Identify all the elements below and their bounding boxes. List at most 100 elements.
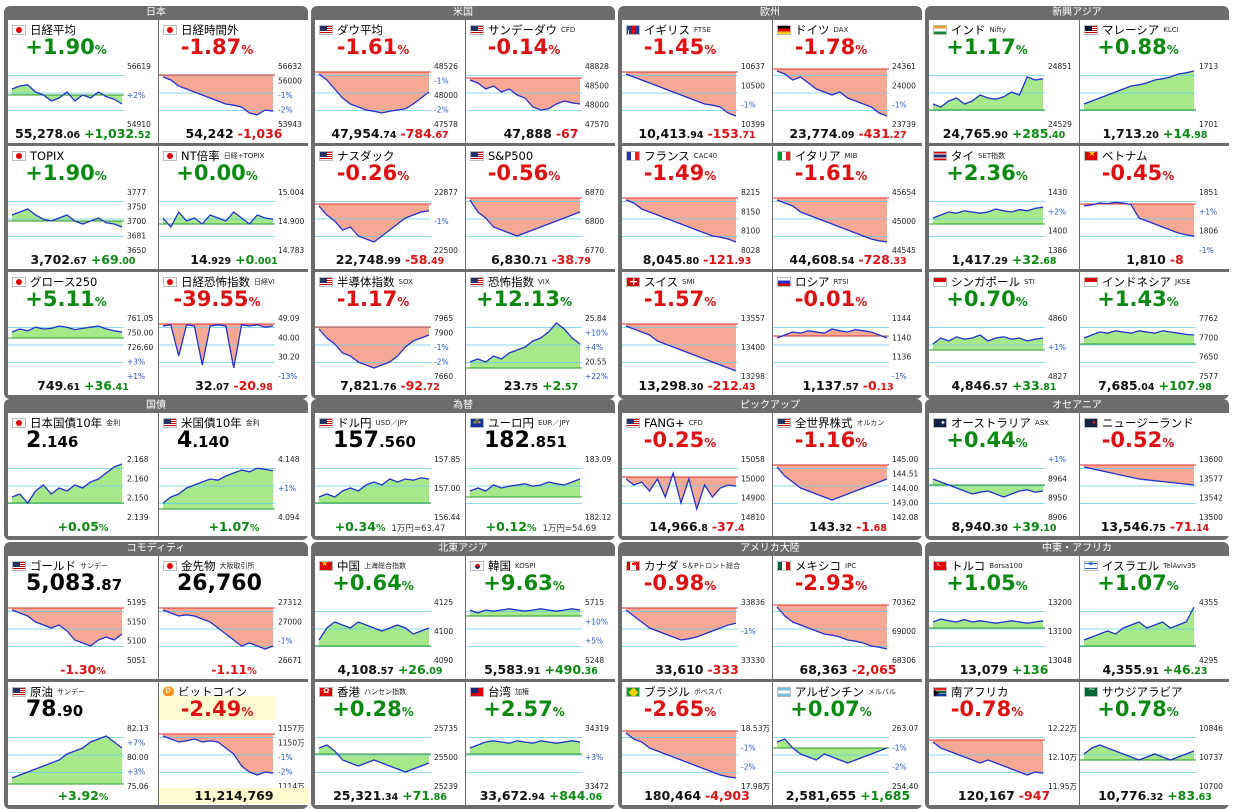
- current-price: 25,321.34: [333, 788, 398, 803]
- card-title: NT倍率 日経÷TOPIX: [163, 148, 264, 163]
- price-integer: 7,685: [1098, 378, 1138, 393]
- market-card[interactable]: イタリア MIB -1.61% 45654 45000 44545 44,608.54 -72…: [773, 146, 923, 269]
- price-integer: 22,748: [335, 252, 384, 267]
- market-card[interactable]: 米国債10年 金利 4.140 4.148 +1% 4.094 +1.07%: [159, 413, 309, 536]
- percent-value: -0.26: [336, 161, 398, 185]
- market-card[interactable]: トルコBorsa100+1.05%13200131001304813,079+1…: [929, 556, 1079, 679]
- price-integer: 8,045: [642, 252, 683, 267]
- change-integer: -8: [1169, 252, 1184, 267]
- market-card[interactable]: ユーロ円EUR／JPY182.851183.09182.12+0.12%1万円=…: [466, 413, 616, 536]
- market-card[interactable]: 日本国債10年 金利 2.146 2.168 2.160 2.150 2.139 +0.05%: [8, 413, 158, 536]
- market-card[interactable]: ドイツ DAX -1.78% 24361 24000 -1% 23739 23,774.09-…: [773, 20, 923, 143]
- market-card[interactable]: 全世界株式 オルカン -1.16% 145.00 144.51 144.00 143.00 1…: [773, 413, 923, 536]
- axis-tick-label: 263.07: [892, 724, 918, 733]
- price-row: 33,672.94 +844.06: [466, 788, 616, 804]
- price-row: 2,581,655 +1,685: [773, 788, 923, 804]
- market-card[interactable]: イギリス FTSE -1.45% 10637 10500 -1% 10399 10,413.9…: [622, 20, 772, 143]
- change-integer: -20: [233, 378, 256, 393]
- market-card[interactable]: サンデーダウ CFD -0.14% 48828 48500 48000 47570 47,88…: [466, 20, 616, 143]
- price-line: [1083, 606, 1195, 641]
- percent-unit: %: [548, 43, 561, 57]
- price-chart: 157.85 157.00 156.44: [315, 451, 460, 521]
- market-card[interactable]: ブラジル ボベスパ -2.65% 18.53万 -1% -2% 17.98万 180,464-…: [622, 682, 772, 805]
- price-row: 7,685.04 +107.98: [1080, 378, 1230, 394]
- market-card[interactable]: ベトナム-0.45%1851+1%1806-1%1,810-8: [1080, 146, 1230, 269]
- market-card[interactable]: オーストラリアASX+0.44%+1%8964895089068,940.30+…: [929, 413, 1079, 536]
- market-card[interactable]: ニュージーランド-0.52%1360013577135421350013,546…: [1080, 413, 1230, 536]
- market-card[interactable]: ドル円 USD／JPY 157.560 157.85 157.00 156.44 +0.34…: [315, 413, 465, 536]
- change-integer: +136: [1011, 662, 1049, 677]
- market-card[interactable]: ビットコイン-2.49%1157万1150万-1%-2%1114万11,214,…: [159, 682, 309, 805]
- change-percent: -0.52%: [1080, 427, 1196, 454]
- price-integer: 2,581,655: [785, 788, 857, 803]
- market-card[interactable]: FANG+ CFD -0.25% 15058 15000 14900 14810 14,966…: [622, 413, 772, 536]
- percent-value: -39.55: [173, 287, 249, 311]
- market-card[interactable]: 恐怖指数 VIX +12.13% 25.84 +10% +4% 20.55 +22% 23.75…: [466, 272, 616, 395]
- market-card[interactable]: 日経恐怖指数 日経VI -39.55% 49.09 40.00 30.20 -13% 32.0…: [159, 272, 309, 395]
- market-card[interactable]: 台湾 加権 +2.57% 34319 +3% 33472 33,672.94 +844.06: [466, 682, 616, 805]
- price-change: +1,032.52: [84, 126, 151, 141]
- market-card[interactable]: 日経平均 +1.90% 56619 +2% 54910 55,278.06 +1,032.5…: [8, 20, 158, 143]
- market-card[interactable]: カナダS＆Pトロント総合-0.98%33836-1%3333033,610-33…: [622, 556, 772, 679]
- percent-unit: %: [855, 169, 868, 183]
- percent-unit: %: [249, 523, 260, 534]
- market-card[interactable]: シンガポール STI +0.70% 4860 +1% 4827 4,846.57 +33.81: [929, 272, 1079, 395]
- market-card[interactable]: グロース250 +5.11% 761.05 750.00 726.60 +3% +1% 749…: [8, 272, 158, 395]
- market-card[interactable]: 原油 サンデー 78.90 82.13 +7% 80.00 +3% 75.06 +3.92%: [8, 682, 158, 805]
- price-decimal: .30: [686, 382, 704, 393]
- market-card[interactable]: マレーシア KLCI +0.88% 1713 1701 1,713.20 +14.98: [1080, 20, 1230, 143]
- market-card[interactable]: S&P500 -0.56% 6870 6800 6770 6,830.71 -38.79: [466, 146, 616, 269]
- market-card[interactable]: インド Nifty +1.17% 24851 24529 24,765.90 +285.40: [929, 20, 1079, 143]
- change-percent: -1.49%: [622, 160, 738, 187]
- current-price: 44,608.54: [789, 252, 854, 267]
- market-card[interactable]: NT倍率 日経÷TOPIX +0.00% 15.004 14.900 14.783 14.9…: [159, 146, 309, 269]
- change-integer: +39: [1011, 519, 1040, 534]
- change-percent: -1.87%: [159, 34, 275, 61]
- market-card[interactable]: タイ SET指数 +2.36% 1430 +2% 1400 1386 1,417.29 +32.…: [929, 146, 1079, 269]
- market-card[interactable]: ナスダック -0.26% 22877 -1% 22500 22,748.99 -58.49: [315, 146, 465, 269]
- price-line: [932, 741, 1044, 776]
- chart-fill: [777, 739, 887, 763]
- axis-tick-label: +1%: [1199, 207, 1217, 216]
- percent-value: -1.30: [60, 662, 97, 677]
- market-card[interactable]: インドネシア JKSE +1.43% 7762 7700 7650 7577 7,685.04…: [1080, 272, 1230, 395]
- market-card[interactable]: 韓国 KOSPI +9.63% 5715 +10% +5% 5248 5,583.91 +490…: [466, 556, 616, 679]
- axis-tick-label: 49.09: [278, 314, 300, 323]
- price-line: [469, 199, 581, 237]
- change-decimal: .52: [134, 130, 151, 141]
- axis-tick-label: 25.84: [585, 314, 607, 323]
- market-card[interactable]: アルゼンチン メルバル +0.07% 263.07 -1% -2% 254.40 2,581,…: [773, 682, 923, 805]
- market-card[interactable]: フランス CAC40 -1.49% 8215 8150 8100 8028 8,045.80-…: [622, 146, 772, 269]
- percent-value: +0.12: [485, 519, 527, 534]
- market-card[interactable]: スイスSMI-1.57%13557134001329813,298.30-212…: [622, 272, 772, 395]
- change-integer: -58: [404, 252, 428, 267]
- market-card[interactable]: 半導体指数 SOX -1.17% 7965 7900 -1% -2% 7660 7,821.76…: [315, 272, 465, 395]
- price-decimal: .29: [990, 256, 1008, 267]
- axis-tick-label: 20.55: [585, 358, 607, 367]
- current-price: 13,079: [960, 662, 1008, 677]
- axis-tick-label: -1%: [741, 101, 756, 110]
- percent-unit: %: [401, 705, 414, 719]
- market-card[interactable]: イスラエルTelAviv35+1.07%435542954,355.91+46.…: [1080, 556, 1230, 679]
- axis-tick-label: -1%: [434, 77, 449, 86]
- current-price: 143.32: [809, 519, 852, 534]
- price-integer: 10,776: [1098, 788, 1147, 803]
- market-card[interactable]: TOPIX +1.90% 3777 3750 3700 3681 3650 3,702.67 +…: [8, 146, 158, 269]
- change-percent: +0.28%: [315, 696, 431, 723]
- market-card[interactable]: ダウ平均 -1.61% 48526 -1% 48000 -2% 47578 47,954.74…: [315, 20, 465, 143]
- price-chart: 48828 48500 48000 47570: [466, 58, 609, 128]
- market-card[interactable]: 香港ハンセン指数+0.28%25735255002523925,321.34+7…: [315, 682, 465, 805]
- market-card[interactable]: ゴールド サンデー 5,083.87 5195 5150 5100 5051 -1.30%: [8, 556, 158, 679]
- market-subtitle: ハンセン指数: [364, 687, 406, 696]
- market-name: イスラエル: [1102, 558, 1160, 573]
- change-percent: -1.45%: [622, 34, 738, 61]
- axis-tick-label: 14.783: [278, 246, 304, 254]
- market-card[interactable]: 金先物 大阪取引所 26,760 27312 27000 -1% 26671 -1.11%: [159, 556, 309, 679]
- market-card[interactable]: 日経時間外 -1.87% 56632 56000 -1% -2% 53943 54,242 -1…: [159, 20, 309, 143]
- market-card[interactable]: ロシア RTSI -0.01% 1144 1140 1136 -1% 1,137.57 -0.1…: [773, 272, 923, 395]
- market-card[interactable]: 南アフリカ -0.78% 12.22万 12.10万 11.95万 120,167 -947: [929, 682, 1079, 805]
- market-card[interactable]: メキシコ IPC -2.93% 70362 69000 68306 68,363 -2,065: [773, 556, 923, 679]
- market-card[interactable]: サウジアラビア+0.78%10846107371070010,776.32+83…: [1080, 682, 1230, 805]
